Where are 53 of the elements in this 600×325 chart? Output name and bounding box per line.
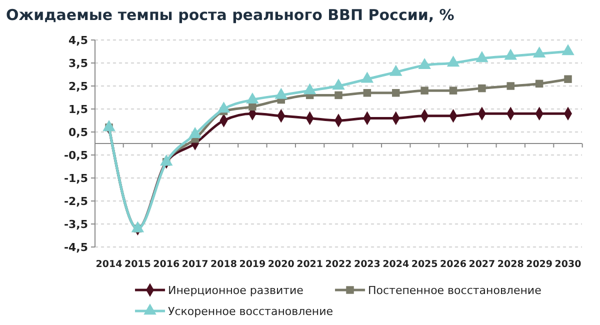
point — [274, 88, 288, 99]
x-tick-label: 2026 — [440, 259, 467, 270]
point — [390, 64, 402, 76]
point — [535, 80, 544, 88]
y-tick-label: 0,5 — [68, 126, 88, 139]
x-tick-label: 2019 — [239, 259, 266, 270]
x-tick-label: 2030 — [554, 259, 582, 270]
point — [248, 102, 256, 111]
y-tick-label: -4,5 — [64, 240, 88, 254]
legend-label: Ускоренное восстановление — [168, 304, 334, 318]
y-tick-label: 3,5 — [68, 56, 88, 70]
x-tick-label: 2014 — [96, 259, 123, 270]
point — [217, 102, 230, 113]
x-tick-label: 2023 — [354, 259, 380, 270]
point — [449, 86, 458, 94]
y-tick-label: -0,5 — [64, 148, 88, 162]
x-tick-label: 2015 — [124, 259, 151, 270]
point — [334, 91, 342, 100]
point — [562, 44, 574, 56]
point — [446, 56, 460, 67]
chart-title: Ожидаемые темпы роста реального ВВП России, % — [6, 6, 454, 24]
point — [363, 89, 372, 97]
legend-label: Постепенное восстановление — [368, 284, 542, 297]
point — [360, 72, 374, 83]
y-tick-label: 1,5 — [68, 102, 88, 116]
y-tick-label: 2,5 — [68, 80, 88, 93]
point — [478, 84, 486, 92]
point — [504, 48, 517, 60]
x-tick-label: 2025 — [411, 259, 438, 270]
point — [564, 75, 572, 83]
point — [418, 58, 431, 69]
x-tick-label: 2016 — [153, 259, 180, 270]
x-tick-label: 2022 — [325, 259, 352, 270]
x-tick-label: 2018 — [210, 259, 238, 270]
x-tick-label: 2017 — [182, 259, 208, 270]
point — [392, 89, 400, 97]
x-tick-label: 2020 — [268, 259, 295, 270]
x-tick-label: 2024 — [382, 259, 410, 270]
point — [532, 46, 546, 58]
point — [420, 86, 428, 94]
point — [476, 51, 488, 62]
y-tick-label: -1,5 — [64, 172, 88, 185]
y-tick-label: 4,5 — [68, 34, 88, 47]
point — [303, 83, 316, 94]
legend-label: Инерционное развитие — [168, 284, 304, 297]
x-tick-label: 2027 — [468, 259, 496, 270]
point — [332, 78, 345, 90]
x-tick-label: 2021 — [296, 259, 324, 270]
y-tick-label: -3,5 — [64, 218, 88, 231]
x-tick-label: 2029 — [526, 259, 553, 270]
point — [506, 82, 514, 90]
y-tick-label: -2,5 — [64, 194, 88, 208]
x-tick-label: 2028 — [497, 259, 524, 270]
